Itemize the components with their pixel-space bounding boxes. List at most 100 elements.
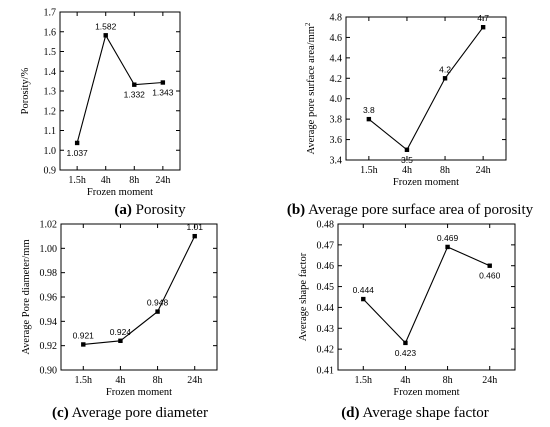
data-point: [192, 233, 197, 239]
x-tick-label: 8h: [129, 175, 139, 186]
y-tick-label: 0.41: [317, 366, 335, 377]
x-axis-title: Frozen moment: [106, 387, 172, 398]
data-label: 4.2: [439, 64, 451, 74]
data-point: [403, 340, 408, 346]
data-label: 0.444: [353, 285, 375, 295]
x-tick-label: 4h: [115, 375, 125, 386]
data-point: [361, 296, 366, 302]
y-tick-label: 3.4: [330, 156, 343, 167]
x-tick-label: 4h: [400, 375, 410, 386]
data-point: [155, 309, 160, 314]
data-label: 4.7: [477, 13, 489, 23]
y-tick-label: 0.98: [40, 268, 58, 279]
data-label: 0.948: [147, 298, 169, 308]
x-tick-label: 8h: [440, 165, 450, 176]
data-label: 1.582: [95, 21, 117, 31]
y-axis-title: Porosity/%: [20, 67, 31, 114]
y-tick-label: 1.7: [44, 8, 57, 19]
x-axis-title: Frozen moment: [393, 387, 459, 398]
data-point: [487, 263, 492, 268]
caption-a-text: Porosity: [135, 202, 186, 218]
y-tick-label: 1.1: [44, 126, 57, 137]
data-point: [442, 76, 448, 81]
y-tick-label: 0.47: [317, 240, 335, 251]
data-label: 0.460: [479, 271, 501, 281]
x-tick-label: 1.5h: [75, 375, 93, 386]
data-label: 1.343: [152, 88, 174, 98]
data-label: 1.01: [186, 222, 203, 232]
data-point: [366, 116, 372, 122]
y-tick-label: 1.02: [40, 220, 58, 231]
caption-d-text: Average shape factor: [362, 405, 489, 421]
x-tick-label: 1.5h: [360, 165, 378, 176]
y-tick-label: 0.96: [40, 293, 58, 304]
y-tick-label: 0.90: [40, 366, 58, 377]
data-point: [118, 338, 123, 343]
y-tick-label: 1.0: [44, 146, 57, 157]
y-tick-label: 4.2: [330, 74, 343, 85]
data-label: 0.423: [395, 348, 417, 358]
y-tick-label: 0.44: [317, 303, 335, 314]
caption-d: (d) Average shape factor: [325, 405, 505, 422]
data-point: [480, 25, 486, 30]
y-tick-label: 0.48: [317, 220, 335, 231]
y-tick-label: 3.8: [330, 115, 343, 126]
data-point: [160, 80, 166, 85]
y-tick-label: 1.5: [44, 47, 57, 58]
y-tick-label: 4.8: [330, 13, 343, 24]
y-tick-label: 4.4: [330, 53, 343, 64]
y-tick-label: 0.43: [317, 324, 335, 335]
series-line: [83, 235, 196, 345]
caption-c-text: Average pore diameter: [71, 405, 208, 421]
x-tick-label: 8h: [443, 375, 453, 386]
caption-b-text: Average pore surface area of porosity: [308, 202, 534, 218]
x-tick-label: 1.5h: [355, 375, 373, 386]
y-tick-label: 4.6: [330, 33, 343, 44]
data-label: 1.037: [67, 148, 89, 158]
series-line: [362, 246, 490, 344]
caption-a-letter: (a): [114, 202, 132, 218]
caption-b: (b) Average pore surface area of porosit…: [270, 202, 550, 219]
caption-d-letter: (d): [341, 405, 360, 421]
data-label: 0.469: [437, 233, 459, 243]
x-tick-label: 24h: [187, 375, 202, 386]
y-axis-title: Average pore surface area/mm2: [304, 22, 317, 154]
data-point: [81, 342, 86, 347]
x-tick-label: 4h: [402, 165, 412, 176]
data-label: 3.5: [401, 155, 413, 165]
x-tick-label: 1.5h: [68, 175, 86, 186]
y-tick-label: 0.46: [317, 261, 335, 272]
y-tick-label: 1.2: [44, 106, 57, 117]
caption-c: (c) Average pore diameter: [30, 405, 230, 422]
data-label: 0.924: [110, 327, 132, 337]
data-point: [445, 244, 450, 250]
series-line: [76, 33, 163, 144]
y-axis-title: Average Pore diameter/mm: [21, 239, 32, 354]
data-label: 1.332: [124, 90, 146, 100]
plot-frame: [345, 16, 507, 161]
y-tick-label: 1.6: [44, 27, 57, 38]
y-tick-label: 0.45: [317, 282, 335, 293]
y-axis-title-superscript: 2: [304, 22, 312, 26]
y-axis-title: Average shape factor: [298, 252, 309, 341]
x-axis-title: Frozen moment: [87, 187, 153, 198]
x-tick-label: 24h: [476, 165, 491, 176]
x-tick-label: 8h: [153, 375, 163, 386]
data-point: [103, 33, 108, 38]
x-tick-label: 24h: [482, 375, 497, 386]
caption-c-letter: (c): [52, 405, 69, 421]
x-tick-label: 4h: [101, 175, 111, 186]
y-tick-label: 0.94: [40, 317, 58, 328]
y-tick-label: 1.3: [44, 87, 57, 98]
y-tick-label: 4.0: [330, 94, 343, 105]
y-tick-label: 1.00: [40, 244, 58, 255]
data-point: [132, 82, 137, 87]
y-tick-label: 0.42: [317, 345, 335, 356]
data-label: 3.8: [363, 105, 375, 115]
x-tick-label: 24h: [155, 175, 170, 186]
y-tick-label: 0.92: [40, 341, 58, 352]
